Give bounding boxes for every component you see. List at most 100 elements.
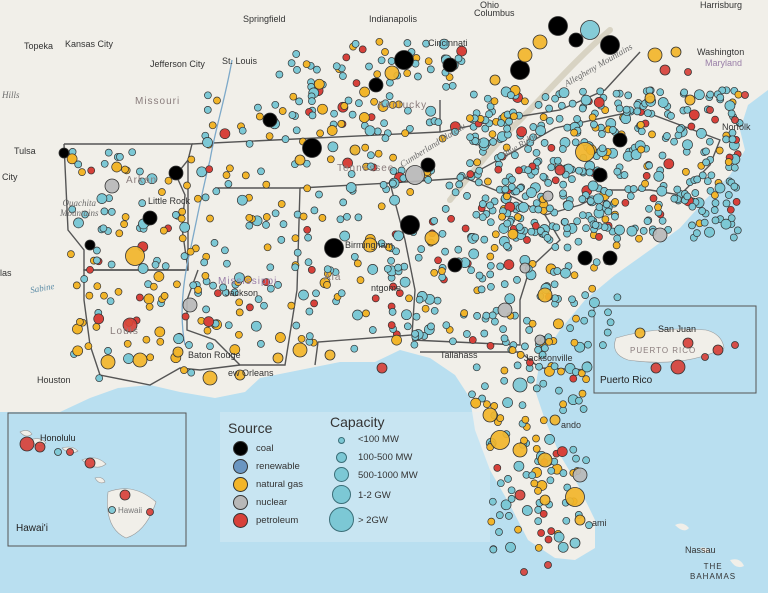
- renewable-plant-marker[interactable]: [675, 125, 684, 134]
- natural-gas-plant-marker[interactable]: [289, 92, 298, 101]
- renewable-plant-marker[interactable]: [667, 112, 675, 120]
- petroleum-plant-marker[interactable]: [119, 489, 131, 501]
- renewable-plant-marker[interactable]: [305, 307, 314, 316]
- renewable-plant-marker[interactable]: [508, 175, 516, 184]
- natural-gas-plant-marker[interactable]: [172, 346, 184, 358]
- renewable-plant-marker[interactable]: [547, 163, 556, 172]
- coal-plant-marker[interactable]: [577, 250, 593, 266]
- coal-plant-marker[interactable]: [58, 147, 70, 159]
- renewable-plant-marker[interactable]: [367, 151, 375, 160]
- natural-gas-plant-marker[interactable]: [194, 286, 202, 294]
- natural-gas-plant-marker[interactable]: [401, 129, 409, 138]
- natural-gas-plant-marker[interactable]: [491, 230, 500, 239]
- renewable-plant-marker[interactable]: [670, 194, 679, 203]
- natural-gas-plant-marker[interactable]: [67, 250, 75, 258]
- natural-gas-plant-marker[interactable]: [323, 281, 331, 289]
- renewable-plant-marker[interactable]: [400, 262, 409, 271]
- renewable-plant-marker[interactable]: [448, 81, 457, 90]
- renewable-plant-marker[interactable]: [236, 194, 248, 206]
- natural-gas-plant-marker[interactable]: [241, 171, 250, 180]
- renewable-plant-marker[interactable]: [475, 271, 484, 280]
- petroleum-plant-marker[interactable]: [621, 198, 630, 207]
- renewable-plant-marker[interactable]: [544, 434, 555, 445]
- renewable-plant-marker[interactable]: [575, 396, 583, 405]
- renewable-plant-marker[interactable]: [528, 471, 537, 480]
- renewable-plant-marker[interactable]: [100, 159, 109, 168]
- renewable-plant-marker[interactable]: [507, 91, 515, 99]
- renewable-plant-marker[interactable]: [500, 334, 509, 343]
- natural-gas-plant-marker[interactable]: [530, 479, 539, 488]
- natural-gas-plant-marker[interactable]: [654, 203, 662, 212]
- renewable-plant-marker[interactable]: [495, 528, 503, 536]
- natural-gas-plant-marker[interactable]: [539, 416, 548, 425]
- renewable-plant-marker[interactable]: [566, 324, 574, 332]
- petroleum-plant-marker[interactable]: [551, 176, 560, 185]
- renewable-plant-marker[interactable]: [74, 160, 83, 169]
- coal-plant-marker[interactable]: [548, 16, 568, 36]
- renewable-plant-marker[interactable]: [196, 166, 208, 178]
- natural-gas-plant-marker[interactable]: [121, 165, 129, 174]
- renewable-plant-marker[interactable]: [559, 189, 567, 198]
- renewable-plant-marker[interactable]: [456, 173, 465, 182]
- renewable-plant-marker[interactable]: [551, 94, 559, 103]
- renewable-plant-marker[interactable]: [172, 211, 180, 219]
- renewable-plant-marker[interactable]: [138, 177, 146, 186]
- renewable-plant-marker[interactable]: [463, 330, 471, 338]
- natural-gas-plant-marker[interactable]: [637, 145, 645, 154]
- renewable-plant-marker[interactable]: [389, 167, 398, 175]
- renewable-plant-marker[interactable]: [266, 284, 275, 293]
- natural-gas-plant-marker[interactable]: [275, 332, 286, 343]
- renewable-plant-marker[interactable]: [550, 280, 559, 289]
- renewable-plant-marker[interactable]: [368, 326, 377, 334]
- natural-gas-plant-marker[interactable]: [484, 177, 492, 186]
- renewable-plant-marker[interactable]: [579, 405, 588, 413]
- renewable-plant-marker[interactable]: [224, 180, 233, 188]
- natural-gas-plant-marker[interactable]: [362, 237, 378, 253]
- renewable-plant-marker[interactable]: [487, 282, 495, 291]
- petroleum-plant-marker[interactable]: [19, 436, 35, 452]
- renewable-plant-marker[interactable]: [401, 309, 412, 321]
- natural-gas-plant-marker[interactable]: [318, 214, 327, 222]
- renewable-plant-marker[interactable]: [449, 337, 457, 346]
- renewable-plant-marker[interactable]: [189, 281, 198, 290]
- renewable-plant-marker[interactable]: [574, 237, 583, 246]
- renewable-plant-marker[interactable]: [304, 258, 313, 267]
- renewable-plant-marker[interactable]: [614, 224, 625, 236]
- renewable-plant-marker[interactable]: [727, 214, 736, 223]
- renewable-plant-marker[interactable]: [644, 109, 652, 117]
- petroleum-plant-marker[interactable]: [547, 527, 556, 535]
- renewable-plant-marker[interactable]: [546, 204, 554, 213]
- renewable-plant-marker[interactable]: [474, 178, 483, 187]
- renewable-plant-marker[interactable]: [473, 312, 481, 320]
- natural-gas-plant-marker[interactable]: [512, 442, 528, 458]
- renewable-plant-marker[interactable]: [591, 221, 600, 229]
- renewable-plant-marker[interactable]: [123, 353, 134, 364]
- renewable-plant-marker[interactable]: [639, 227, 648, 235]
- petroleum-plant-marker[interactable]: [650, 362, 662, 374]
- renewable-plant-marker[interactable]: [93, 256, 101, 265]
- renewable-plant-marker[interactable]: [467, 266, 475, 275]
- natural-gas-plant-marker[interactable]: [377, 202, 386, 211]
- nuclear-plant-marker[interactable]: [534, 334, 546, 346]
- renewable-plant-marker[interactable]: [605, 188, 613, 197]
- renewable-plant-marker[interactable]: [293, 248, 302, 257]
- natural-gas-plant-marker[interactable]: [490, 430, 510, 450]
- renewable-plant-marker[interactable]: [696, 128, 707, 139]
- petroleum-plant-marker[interactable]: [358, 45, 367, 54]
- renewable-plant-marker[interactable]: [589, 297, 600, 308]
- renewable-plant-marker[interactable]: [202, 305, 210, 314]
- renewable-plant-marker[interactable]: [245, 139, 254, 148]
- renewable-plant-marker[interactable]: [535, 125, 546, 137]
- natural-gas-plant-marker[interactable]: [532, 444, 541, 453]
- natural-gas-plant-marker[interactable]: [574, 514, 586, 526]
- renewable-plant-marker[interactable]: [146, 173, 158, 185]
- renewable-plant-marker[interactable]: [707, 171, 716, 180]
- renewable-plant-marker[interactable]: [254, 103, 262, 112]
- renewable-plant-marker[interactable]: [281, 135, 290, 143]
- natural-gas-plant-marker[interactable]: [438, 267, 446, 275]
- renewable-plant-marker[interactable]: [526, 187, 537, 198]
- petroleum-plant-marker[interactable]: [493, 464, 502, 472]
- renewable-plant-marker[interactable]: [279, 220, 288, 228]
- renewable-plant-marker[interactable]: [266, 263, 275, 272]
- nuclear-plant-marker[interactable]: [182, 297, 198, 313]
